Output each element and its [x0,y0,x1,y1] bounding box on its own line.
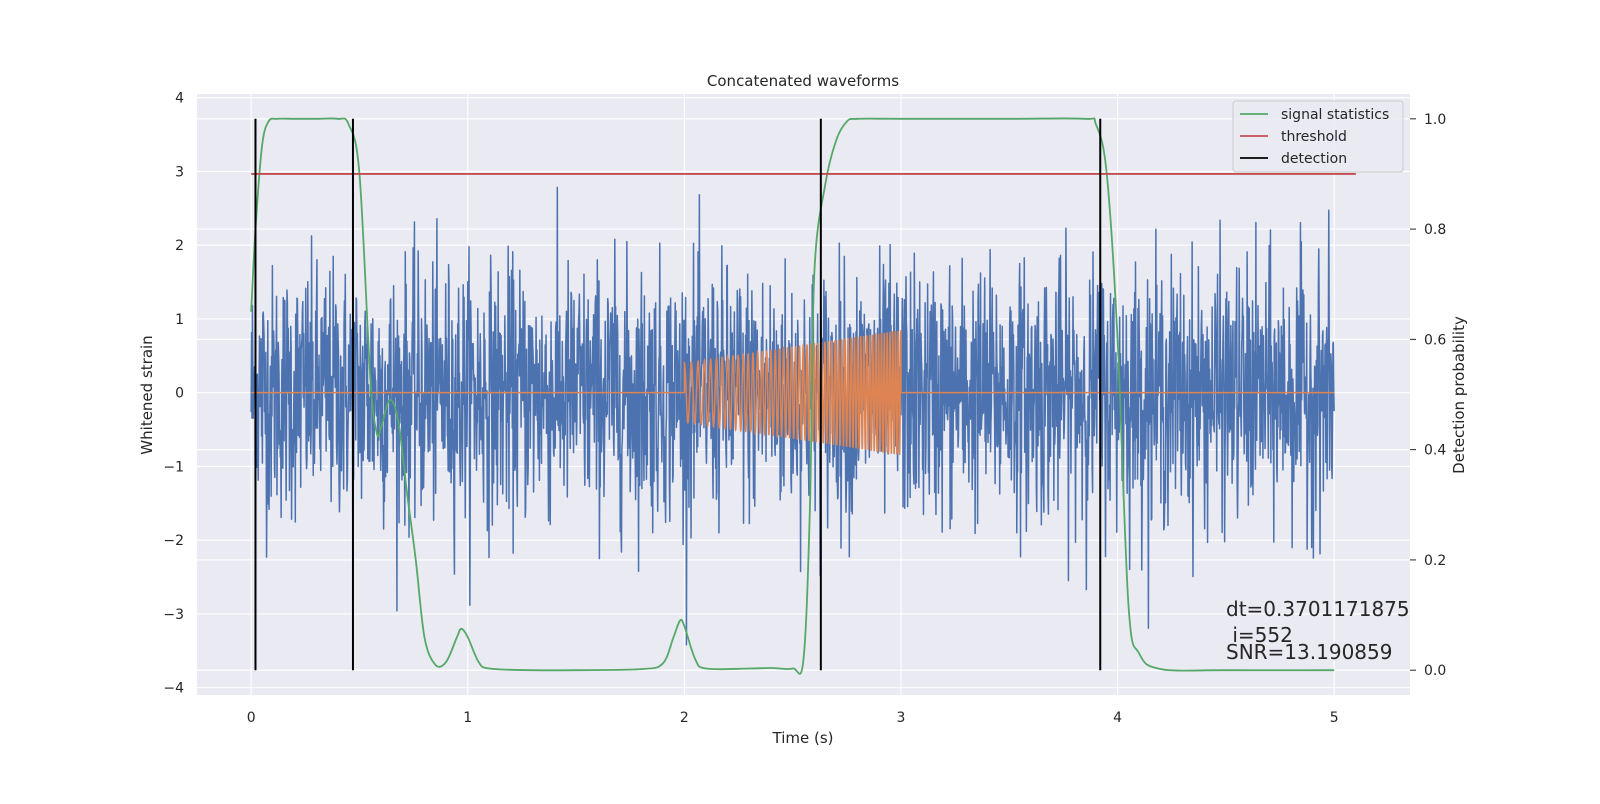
y-tick-label: 2 [175,238,184,254]
y-tick-label: 3 [175,164,184,180]
x-tick-label: 5 [1330,710,1339,726]
y-right-axis-label: Detection probability [1450,316,1468,474]
x-tick-label: 1 [463,710,472,726]
series-chirp [251,329,1335,455]
legend: signal statistics threshold detection [1232,100,1404,173]
y-right-tick-label: 0.4 [1424,443,1446,459]
x-tick-label: 2 [680,710,689,726]
y-right-tick-label: 0.0 [1424,663,1446,679]
x-axis-label: Time (s) [772,729,834,747]
chart-title: Concatenated waveforms [707,72,899,90]
series-signal-statistics [250,117,1335,675]
x-tick-label: 3 [897,710,906,726]
y-tick-label: 4 [175,91,184,107]
y-right-tick-label: 1.0 [1424,112,1446,128]
y-tick-label: −4 [163,681,184,697]
axes-labels: Concatenated waveforms Time (s) Whitened… [138,72,1468,747]
legend-label-threshold: threshold [1281,129,1347,145]
y-axis-label: Whitened strain [138,335,156,454]
y-tick-label: −1 [163,459,184,475]
y-right-tick-label: 0.8 [1424,222,1446,238]
y-right-tick-label: 0.2 [1424,553,1446,569]
legend-label-detection: detection [1281,151,1347,167]
y-tick-label: 0 [175,386,184,402]
y-tick-label: −2 [163,533,184,549]
legend-label-signal-statistics: signal statistics [1281,107,1389,123]
y-right-tick-label: 0.6 [1424,332,1446,348]
annotations: dt=0.3701171875 i=552 SNR=13.190859 [1226,597,1410,664]
y-tick-label: 1 [175,312,184,328]
x-tick-label: 4 [1113,710,1122,726]
series-layer [250,117,1356,675]
y-tick-label: −3 [163,607,184,623]
legend-box [1232,100,1404,173]
annotation-dt: dt=0.3701171875 [1226,597,1410,621]
x-tick-label: 0 [247,710,256,726]
annotation-snr: SNR=13.190859 [1226,640,1392,664]
annotation-index: i=552 [1226,623,1293,647]
ticks: 0 1 2 3 4 5 −4 −3 −2 −1 0 1 2 3 4 0.0 0.2 0.4 0.6 0.8 1.0 [163,91,1446,726]
